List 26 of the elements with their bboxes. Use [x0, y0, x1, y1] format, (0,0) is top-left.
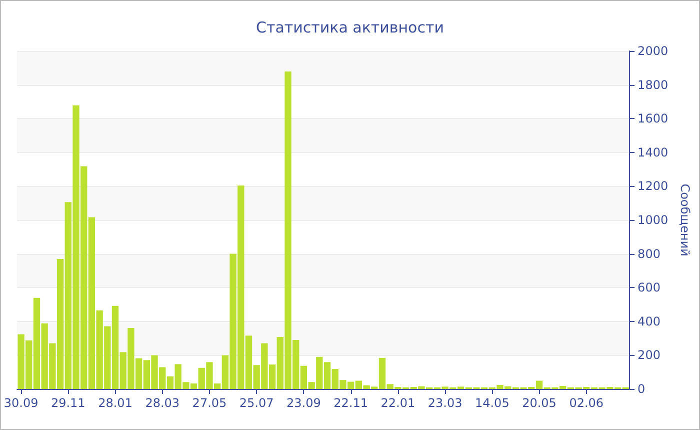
y-tick-label: 400 — [638, 314, 660, 328]
x-tick-label: 28.03 — [145, 396, 180, 410]
x-tick-label: 27.05 — [192, 396, 227, 410]
x-tick-label: 29.11 — [50, 396, 86, 410]
chart-title: Статистика активности — [256, 18, 444, 36]
y-tick-label: 200 — [638, 348, 660, 362]
y-tick-label: 800 — [638, 246, 660, 261]
x-tick-label: 22.01 — [380, 396, 416, 410]
y-tick-label: 1200 — [638, 179, 668, 194]
y-tick-label: 1800 — [638, 78, 668, 92]
x-tick-label: 25.07 — [239, 396, 274, 410]
x-tick-label: 02.06 — [569, 396, 604, 410]
x-tick-label: 28.01 — [98, 396, 132, 410]
y-tick-label: 1600 — [638, 112, 668, 126]
x-tick-label: 30.09 — [4, 396, 38, 410]
x-tick-label: 23.09 — [286, 396, 321, 410]
x-tick-label: 14.05 — [474, 396, 510, 410]
y-tick-label: 1000 — [638, 213, 668, 227]
x-tick-label: 23.03 — [428, 396, 462, 410]
y-tick-label: 600 — [638, 280, 660, 295]
x-tick-label: 22.11 — [334, 396, 368, 410]
y-tick-label: 2000 — [638, 44, 668, 58]
y-axis-title: Сообщений — [678, 184, 692, 256]
x-tick-label: 20.05 — [522, 396, 556, 410]
y-tick-label: 1400 — [638, 145, 668, 160]
y-tick-label: 0 — [638, 382, 646, 396]
